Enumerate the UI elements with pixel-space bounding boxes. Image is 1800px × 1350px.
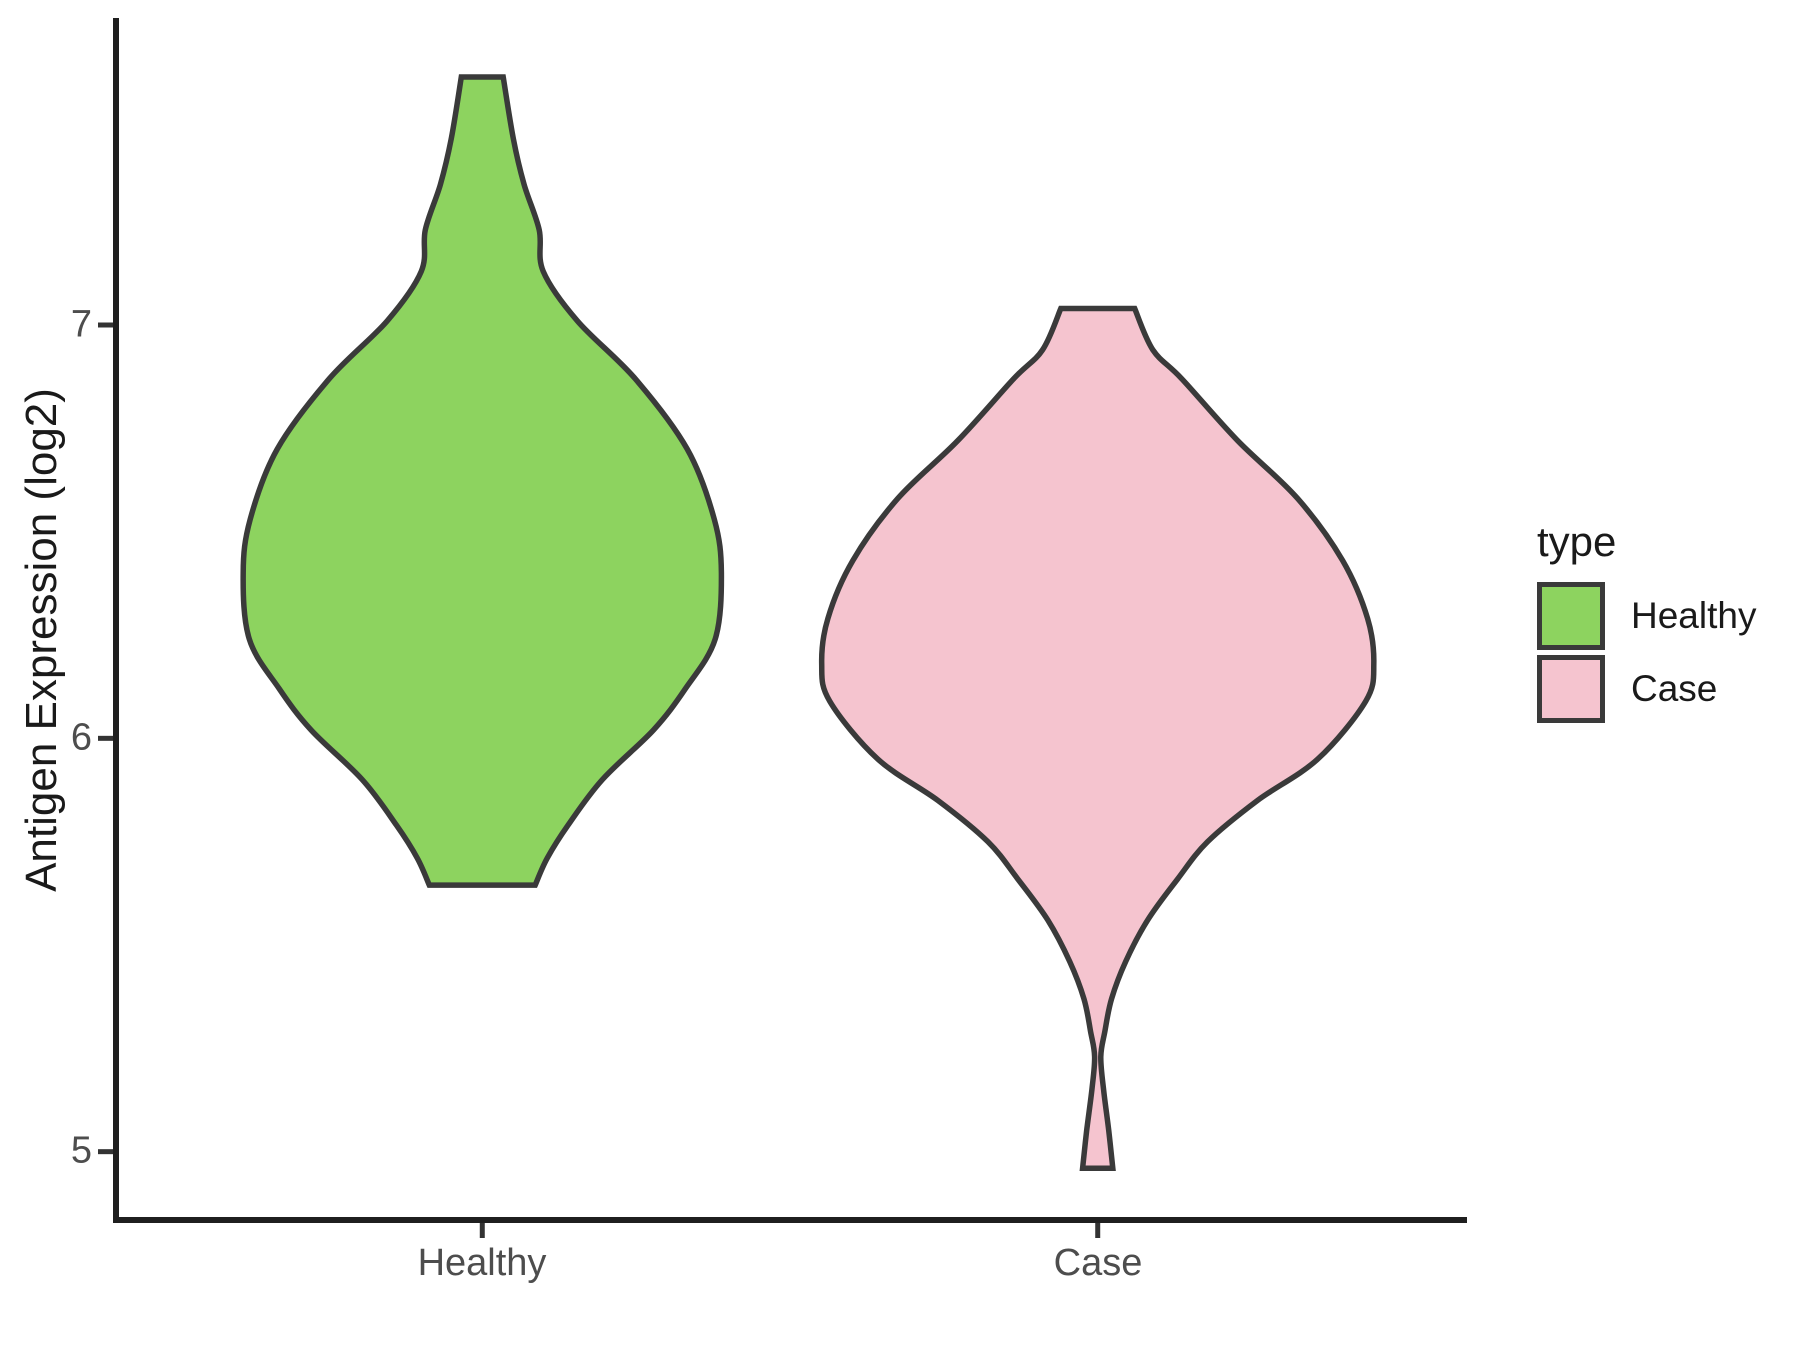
x-tick-label-case: Case: [1053, 1242, 1143, 1284]
legend-key-case-swatch: [1537, 655, 1605, 723]
legend: type Healthy Case: [1537, 520, 1756, 728]
violin-healthy: [240, 74, 725, 888]
legend-entry-case: Case: [1537, 655, 1756, 723]
y-tick-label-7: 7: [70, 303, 92, 346]
legend-label-healthy: Healthy: [1631, 595, 1757, 636]
x-tick-label-healthy: Healthy: [417, 1242, 547, 1284]
legend-key-healthy-swatch: [1537, 582, 1605, 650]
violin-case: [818, 305, 1377, 1171]
legend-label-case: Case: [1631, 668, 1718, 709]
y-axis-title: Antigen Expression (log2): [17, 388, 66, 892]
y-tick-label-6: 6: [70, 716, 92, 759]
legend-entry-healthy: Healthy: [1537, 582, 1756, 650]
y-tick-label-5: 5: [70, 1129, 92, 1172]
legend-title: type: [1537, 518, 1617, 565]
